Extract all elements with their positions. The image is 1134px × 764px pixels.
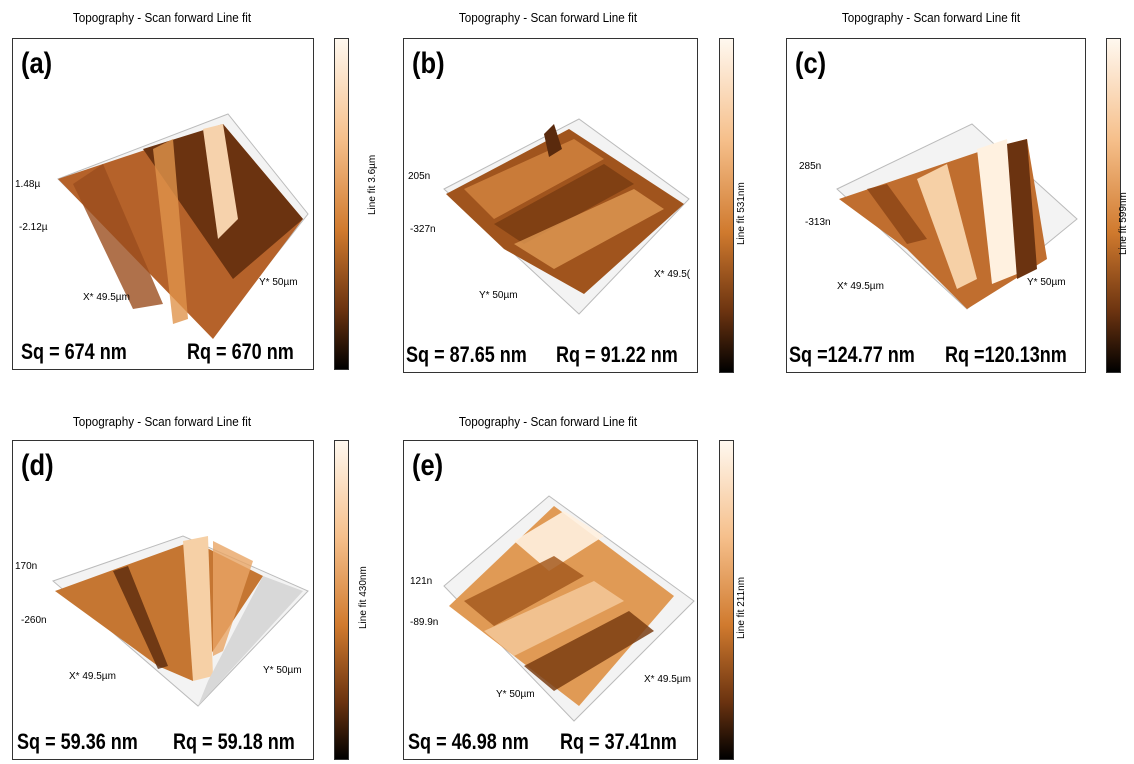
z-bottom-label: -2.12µ bbox=[19, 222, 48, 233]
colorbar-title: Line fit 3.6µm bbox=[367, 154, 378, 215]
panel-label: (c) bbox=[795, 47, 827, 80]
panel-title: Topography - Scan forward Line fit bbox=[72, 10, 252, 25]
z-bottom-label: -89.9n bbox=[410, 617, 439, 628]
panel-title: Topography - Scan forward Line fit bbox=[458, 414, 638, 429]
z-top-label: 121n bbox=[410, 576, 433, 587]
afm-panel-a: Topography - Scan forward Line fit (a) 1… bbox=[12, 10, 378, 370]
rq-value: Rq = 59.18 nm bbox=[173, 729, 295, 754]
rq-value: Rq = 91.22 nm bbox=[556, 342, 678, 367]
rq-value: Rq = 670 nm bbox=[187, 339, 294, 364]
sq-value: Sq = 87.65 nm bbox=[406, 342, 527, 367]
z-bottom-label: -313n bbox=[805, 217, 831, 228]
rq-value: Rq =120.13nm bbox=[945, 342, 1067, 367]
panel-label: (d) bbox=[21, 449, 54, 482]
z-top-label: 1.48µ bbox=[15, 179, 41, 190]
colorbar-title: Line fit 211nm bbox=[736, 576, 747, 639]
sq-value: Sq = 46.98 nm bbox=[408, 729, 529, 754]
z-bottom-label: -260n bbox=[21, 615, 47, 626]
z-bottom-label: -327n bbox=[410, 224, 436, 235]
surface-plot bbox=[443, 118, 690, 315]
z-top-label: 285n bbox=[799, 161, 822, 172]
sq-value: Sq =124.77 nm bbox=[789, 342, 915, 367]
colorbar bbox=[334, 38, 349, 370]
x-axis-label: X* 49.5( bbox=[654, 269, 691, 280]
y-axis-label: Y* 50µm bbox=[496, 689, 535, 700]
surface-plot-frame: (c) 285n -313n X* 49.5µm Y* 50µm Sq =124… bbox=[786, 38, 1086, 373]
surface-plot-frame: (d) 170n -260n X* 49.5µm Y* 50µm Sq = 59… bbox=[12, 440, 314, 760]
colorbar bbox=[719, 440, 734, 760]
z-top-label: 170n bbox=[15, 561, 38, 572]
panel-label: (e) bbox=[412, 449, 444, 482]
panel-title: Topography - Scan forward Line fit bbox=[72, 414, 252, 429]
colorbar-title: Line fit 531nm bbox=[736, 182, 747, 245]
colorbar bbox=[719, 38, 734, 373]
y-axis-label: Y* 50µm bbox=[479, 290, 518, 301]
surface-plot bbox=[52, 535, 309, 707]
panel-title: Topography - Scan forward Line fit bbox=[458, 10, 638, 25]
surface-plot bbox=[443, 495, 695, 722]
afm-panel-c: Topography - Scan forward Line fit (c) 2… bbox=[786, 10, 1134, 373]
colorbar-title: Line fit 599nm bbox=[1118, 192, 1129, 255]
surface-plot bbox=[57, 113, 309, 339]
y-axis-label: Y* 50µm bbox=[1027, 277, 1066, 288]
x-axis-label: X* 49.5µm bbox=[83, 292, 130, 303]
y-axis-label: Y* 50µm bbox=[263, 665, 302, 676]
x-axis-label: X* 49.5µm bbox=[69, 671, 116, 682]
surface-plot-frame: (e) 121n -89.9n X* 49.5µm Y* 50µm Sq = 4… bbox=[403, 440, 698, 760]
surface-plot-frame: (b) 205n -327n X* 49.5( Y* 50µm Sq = 87.… bbox=[403, 38, 698, 373]
surface-plot-frame: (a) 1.48µ -2.12µ X* 49.5µm Y* 50µm Sq = … bbox=[12, 38, 314, 370]
afm-panel-b: Topography - Scan forward Line fit (b) 2… bbox=[403, 10, 763, 373]
colorbar-title: Line fit 430nm bbox=[358, 566, 369, 629]
sq-value: Sq = 59.36 nm bbox=[17, 729, 138, 754]
x-axis-label: X* 49.5µm bbox=[644, 674, 691, 685]
colorbar bbox=[334, 440, 349, 760]
afm-panel-d: Topography - Scan forward Line fit (d) 1… bbox=[12, 414, 372, 764]
panel-label: (b) bbox=[412, 47, 445, 80]
afm-panel-e: Topography - Scan forward Line fit (e) 1… bbox=[403, 414, 763, 764]
panel-title: Topography - Scan forward Line fit bbox=[841, 10, 1021, 25]
x-axis-label: X* 49.5µm bbox=[837, 281, 884, 292]
surface-plot bbox=[836, 123, 1078, 310]
y-axis-label: Y* 50µm bbox=[259, 277, 298, 288]
sq-value: Sq = 674 nm bbox=[21, 339, 127, 364]
colorbar bbox=[1106, 38, 1121, 373]
rq-value: Rq = 37.41nm bbox=[560, 729, 677, 754]
panel-label: (a) bbox=[21, 47, 53, 80]
z-top-label: 205n bbox=[408, 171, 431, 182]
